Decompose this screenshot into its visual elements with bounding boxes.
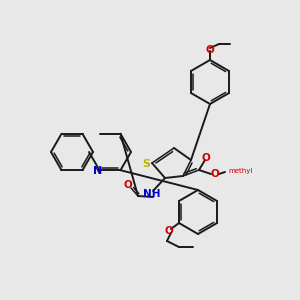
- Text: methyl: methyl: [228, 168, 252, 174]
- Text: S: S: [142, 159, 150, 169]
- Text: O: O: [165, 226, 173, 236]
- Text: NH: NH: [143, 189, 161, 199]
- Text: O: O: [206, 45, 214, 55]
- Text: O: O: [211, 169, 219, 179]
- Text: O: O: [124, 180, 132, 190]
- Text: N: N: [93, 166, 102, 176]
- Text: O: O: [202, 153, 210, 163]
